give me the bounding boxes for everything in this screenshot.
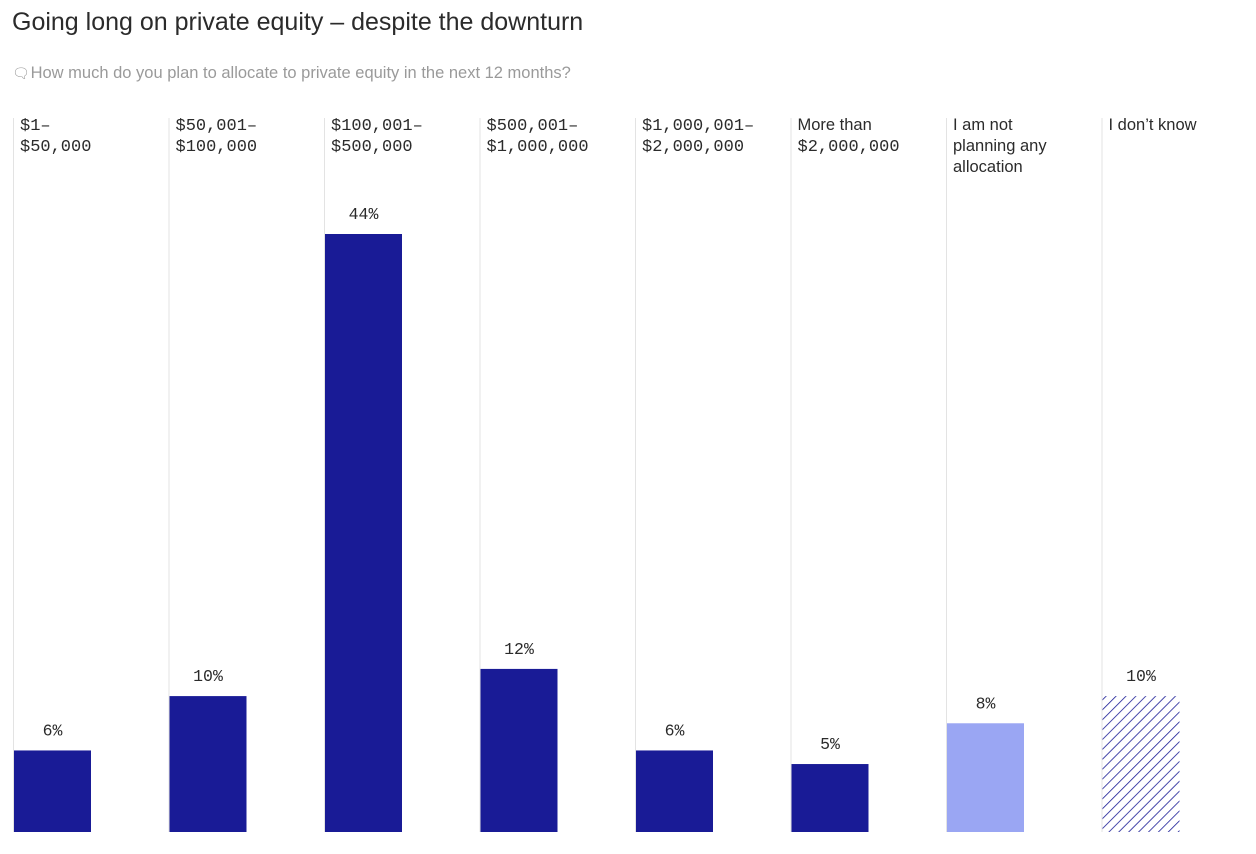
question-icon: 🗨︎ [12,65,30,81]
category-label: $2,000,000 [642,138,744,157]
value-label: 10% [193,667,223,686]
category-label: $1,000,000 [487,138,589,157]
chart-subtitle: 🗨︎ How much do you plan to allocate to p… [12,64,571,83]
category-label: I am not [953,116,1013,134]
bar [947,723,1024,832]
category-label: $500,000 [331,138,413,157]
category-label: planning any [953,137,1047,155]
value-label: 8% [976,694,996,713]
value-label: 6% [665,721,685,740]
bar [169,696,247,832]
value-label: 10% [1126,667,1156,686]
category-label: $100,001– [331,117,423,136]
category-label: $50,001– [176,117,258,136]
category-label: allocation [953,158,1023,176]
value-label: 44% [349,205,379,224]
category-label: $1– [20,117,51,136]
category-label: $500,001– [487,117,579,136]
value-label: 12% [504,640,534,659]
value-label: 5% [820,735,840,754]
bar [1102,696,1180,832]
category-label: $2,000,000 [798,138,900,157]
category-label: $100,000 [176,138,258,157]
category-label: More than [798,116,872,134]
category-label: $1,000,001– [642,117,754,136]
category-label: $50,000 [20,138,91,157]
subtitle-text: How much do you plan to allocate to priv… [30,64,571,82]
chart-title: Going long on private equity – despite t… [12,8,584,36]
bar [636,750,713,832]
category-label: I don’t know [1109,116,1197,134]
bar [14,750,91,832]
value-label: 6% [43,721,63,740]
bar [480,668,558,832]
bar [791,764,869,832]
bar [325,234,402,832]
